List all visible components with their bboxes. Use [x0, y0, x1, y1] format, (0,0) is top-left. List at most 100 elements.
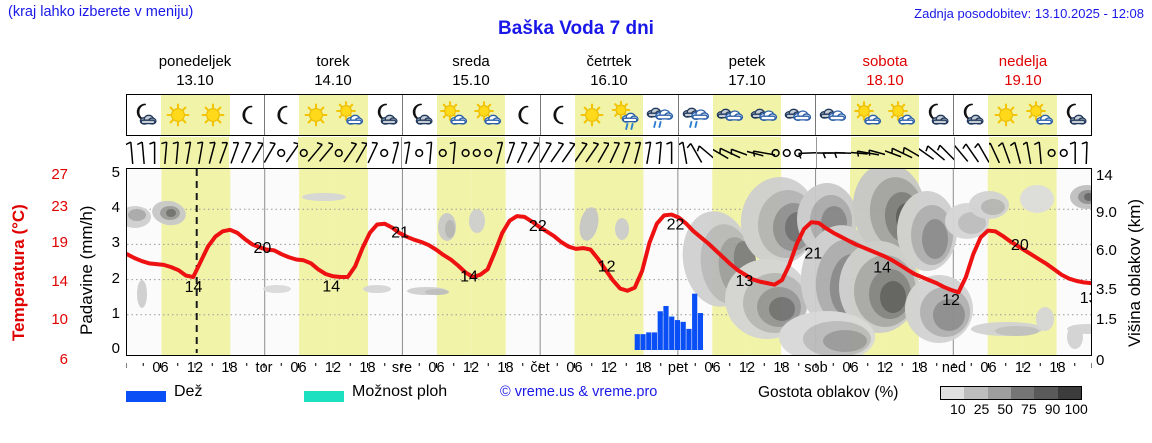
- day-date: 14.10: [314, 72, 352, 89]
- x-axis-label: 12: [1014, 360, 1032, 376]
- copyright-link[interactable]: © vreme.us & vreme.pro: [500, 384, 658, 400]
- day-date: 15.10: [452, 72, 490, 89]
- wind-barb-cell: [914, 137, 957, 169]
- weather-icon-cloud: [781, 95, 815, 135]
- weather-icon-cloud: [712, 95, 747, 135]
- last-update-text: Zadnja posodobitev: 13.10.2025 - 12:08: [914, 6, 1144, 21]
- day-header-nedelja: nedelja 19.10: [954, 52, 1092, 92]
- x-axis-label: 18: [221, 360, 238, 376]
- weather-icon-cloud-rain: [677, 95, 713, 135]
- x-axis-label: pet: [667, 360, 689, 376]
- weather-icon-sun-cloud: [471, 95, 506, 135]
- day-name: sobota: [862, 53, 908, 70]
- x-axis-label: 06: [566, 360, 583, 376]
- day-header-četrtek: četrtek 16.10: [540, 52, 678, 92]
- x-axis-label: 12: [324, 360, 342, 376]
- temperature-tick-label: 6: [59, 351, 68, 368]
- wind-barb-cell: [573, 137, 610, 169]
- weather-icon-sun-cloud: [850, 95, 885, 135]
- legend: Dež Možnost ploh © vreme.us & vreme.pro …: [126, 383, 1146, 426]
- wind-barb-cell: [677, 137, 716, 169]
- x-axis-label: 06: [152, 360, 169, 376]
- wind-barb-cell: [367, 137, 401, 169]
- x-axis-label: ned: [941, 360, 967, 376]
- cloud-density-swatch: [1057, 387, 1081, 399]
- wind-barb-cell: [1022, 137, 1058, 169]
- day-header-sreda: sreda 15.10: [402, 52, 540, 92]
- cloud-density-scale-labels: 10 25 50 75 90 100: [932, 401, 1092, 419]
- day-date: 16.10: [590, 72, 628, 89]
- x-axis-ticks: [125, 356, 1093, 368]
- x-axis-label: 18: [359, 360, 376, 376]
- cloud-density-title: Gostota oblakov (%): [758, 384, 899, 401]
- day-date: 18.10: [866, 72, 904, 89]
- cloud-height-tick-label: 1.5: [1096, 311, 1117, 328]
- weather-icon-sun-cloud: [884, 95, 920, 135]
- x-axis-label: 18: [1049, 360, 1066, 376]
- day-name: četrtek: [586, 53, 632, 70]
- weather-icon-moon-cloud: [127, 95, 161, 135]
- cloud-density-tick: 90: [1044, 401, 1061, 417]
- weather-icon-moon-cloud: [1057, 95, 1091, 135]
- weather-icon-cloud-rain: [643, 95, 677, 135]
- wind-barb-cell: [229, 137, 264, 169]
- weather-icon-moon: [230, 95, 264, 135]
- cloud-height-axis-title: Višina oblakov (km): [1125, 198, 1144, 348]
- wind-barb-cell: [539, 137, 576, 169]
- temperature-min-label: 13: [1080, 290, 1091, 307]
- cloud-density-tick: 50: [997, 401, 1013, 417]
- cloud-height-tick-label: 6.0: [1096, 242, 1117, 259]
- wind-barb-cell: [401, 137, 436, 169]
- temperature-tick-label: 23: [51, 198, 68, 215]
- wind-barb-cell: [263, 137, 300, 169]
- precip-tick-label: 1: [111, 304, 120, 322]
- cloud-height-tick-label: 14: [1096, 167, 1113, 184]
- wind-barb-cell: [298, 137, 335, 169]
- x-axis-label: čet: [530, 360, 550, 376]
- temperature-axis-title: Temperatura (°C): [9, 204, 28, 341]
- legend-showers-label: Možnost ploh: [352, 383, 448, 400]
- cloud-density-swatch: [987, 387, 1011, 399]
- day-name: sreda: [452, 53, 490, 70]
- weather-icon-sun-cloud-rain: [609, 95, 644, 135]
- wind-barb-cell: [125, 137, 160, 169]
- wind-barb-cell: [707, 137, 752, 169]
- temperature-tick-label: 14: [51, 273, 68, 290]
- legend-showers-swatch: [304, 391, 344, 402]
- x-axis-label: 18: [773, 360, 790, 376]
- wind-barb-cell: [845, 137, 891, 169]
- x-axis-label: 06: [980, 360, 997, 376]
- wind-barb-cell: [781, 137, 821, 169]
- cloud-density-swatch: [964, 387, 988, 399]
- weather-icon-moon-cloud: [401, 95, 437, 135]
- temperature-tick-label: 27: [51, 166, 68, 183]
- weather-icon-sun: [574, 95, 610, 135]
- wind-barb-cell: [643, 137, 677, 169]
- x-axis-label: tor: [255, 360, 273, 376]
- meteogram-plot: 14 20 14 21 14 22 12 22 13 21 14 12 20 13: [126, 168, 1092, 356]
- precip-axis-title: Padavine (mm/h): [77, 205, 96, 335]
- temperature-max-label: 20: [1011, 237, 1029, 254]
- x-axis-label: 18: [497, 360, 514, 376]
- wind-barb-cell: [160, 137, 195, 169]
- precip-tick-label: 5: [111, 164, 120, 181]
- cloud-height-tick-label: 9.0: [1096, 204, 1117, 221]
- x-axis-label: 06: [704, 360, 721, 376]
- wind-barb-cell: [608, 137, 644, 169]
- precip-tick-label: 4: [111, 199, 120, 217]
- wind-barb-cell: [741, 137, 782, 169]
- temperature-min-label: 12: [942, 292, 960, 309]
- temperature-min-label: 14: [873, 259, 891, 276]
- day-name: torek: [316, 53, 350, 70]
- weather-icon-moon: [539, 95, 575, 135]
- cloud-density-swatch: [941, 387, 965, 399]
- x-axis-labels: 06 12 18 tor 06 12 18 sre 06 12 18 čet 06 12 18 pet 06 12…: [126, 360, 1092, 380]
- day-name: petek: [728, 53, 766, 70]
- temperature-max-label: 22: [667, 216, 685, 233]
- weather-icon-moon: [263, 95, 299, 135]
- day-date: 19.10: [1004, 72, 1042, 89]
- cloud-height-tick-label: 0: [1096, 352, 1105, 369]
- weather-icon-sun: [161, 95, 196, 135]
- weather-icon-strip: [126, 94, 1092, 136]
- legend-rain-label: Dež: [174, 383, 203, 400]
